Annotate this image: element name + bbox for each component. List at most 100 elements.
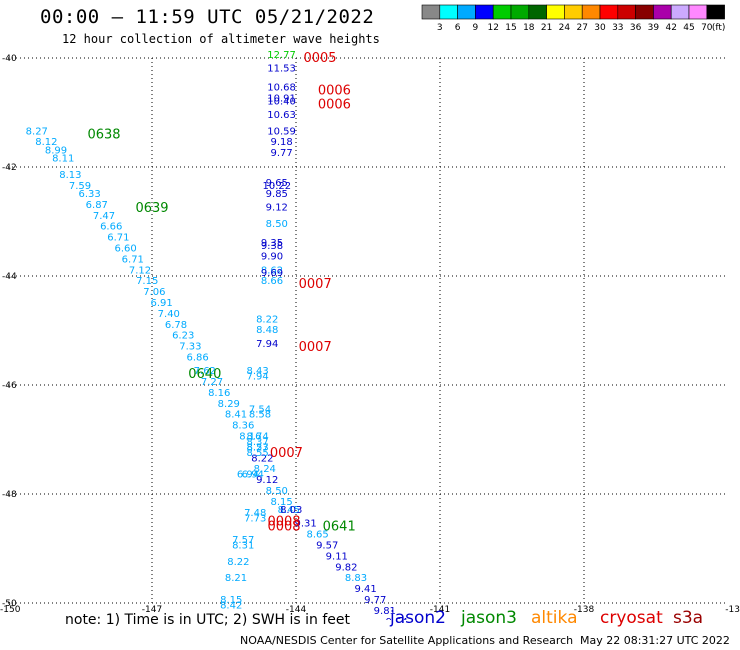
- swh-value-label: 6.33: [78, 189, 100, 200]
- swh-value-label: 6.78: [165, 320, 187, 331]
- swh-value-label: 9.31: [294, 519, 316, 530]
- swh-value-label: 8.03: [280, 505, 302, 516]
- swh-value-label: 7.47: [93, 211, 115, 222]
- swh-value-label: 8.42: [220, 600, 242, 611]
- swh-value-label: 7.73: [244, 513, 266, 524]
- scale-label: 42: [665, 23, 676, 33]
- swh-value-label: 7.15: [136, 276, 158, 287]
- legend-jason3: jason3: [461, 608, 517, 628]
- swh-value-label: 8.45: [278, 505, 300, 516]
- swh-value-label: 6.87: [86, 200, 108, 211]
- time-label: 0007: [270, 446, 303, 461]
- x-tick-label: -138: [574, 605, 595, 615]
- swh-value-label: 7.94: [246, 372, 268, 383]
- swh-value-label: 10.59: [267, 126, 296, 137]
- scale-label: 9: [473, 23, 479, 33]
- swh-value-label: 9.41: [354, 584, 376, 595]
- swh-value-label: 8.37: [246, 437, 268, 448]
- scale-label: 18: [523, 23, 535, 33]
- swh-value-label: 9.18: [270, 137, 292, 148]
- scale-label: 24: [559, 23, 571, 33]
- swh-value-label: 9.57: [316, 541, 338, 552]
- y-tick-label: -44: [2, 272, 17, 282]
- swh-value-label: 10.22: [262, 181, 291, 192]
- swh-value-label: 6.23: [172, 331, 194, 342]
- swh-value-label: 6.91: [150, 298, 172, 309]
- swh-value-label: 7.62: [194, 366, 216, 377]
- swh-value-label: 8.58: [249, 410, 271, 421]
- swh-value-label: 8.65: [306, 530, 328, 541]
- swh-value-label: 8.21: [225, 573, 247, 584]
- swh-value-label: 9.82: [335, 562, 357, 573]
- swh-value-label: 7.33: [179, 342, 201, 353]
- swh-value-label: 7.94: [256, 339, 278, 350]
- x-tick-label: -147: [142, 605, 162, 615]
- scale-label: 33: [612, 23, 623, 33]
- time-label: 0005: [303, 51, 336, 66]
- swh-value-label: 9.65: [266, 178, 288, 189]
- swh-value-label: 7.12: [129, 265, 151, 276]
- time-label: 0006: [318, 84, 351, 99]
- scale-label: 39: [648, 23, 660, 33]
- swh-value-label: 8.13: [59, 170, 81, 181]
- swh-value-label: 9.35: [261, 238, 283, 249]
- swh-value-label: 8.16: [239, 432, 261, 443]
- footer-credit: NOAA/NESDIS Center for Satellite Applica…: [240, 634, 574, 647]
- scale-label: 45: [683, 23, 694, 33]
- swh-value-label: 8.22: [256, 314, 278, 325]
- swh-value-label: 8.11: [52, 154, 74, 165]
- swh-value-label: 8.22: [251, 453, 273, 464]
- swh-value-label: 8.74: [246, 432, 268, 443]
- swh-value-label: 8.48: [256, 325, 278, 336]
- swh-value-label: 8.66: [261, 276, 283, 287]
- scale-swatch: [706, 4, 725, 20]
- time-label: 0007: [299, 340, 332, 355]
- swh-value-label: 8.41: [225, 410, 247, 421]
- swh-value-label: 8.50: [266, 219, 288, 230]
- time-label: 0641: [323, 520, 356, 535]
- swh-value-label: 8.83: [345, 573, 367, 584]
- time-label: 0640: [188, 367, 221, 382]
- swh-value-label: 12.77: [267, 50, 296, 61]
- swh-value-label: 7.48: [244, 508, 266, 519]
- swh-value-label: 8.55: [246, 448, 268, 459]
- swh-value-label: 8.15: [220, 595, 242, 606]
- swh-value-label: 9.77: [270, 148, 292, 159]
- y-tick-label: -48: [2, 490, 17, 500]
- x-tick-label: -150: [0, 605, 21, 615]
- swh-value-label: 8.31: [232, 541, 254, 552]
- swh-value-label: 8.16: [208, 388, 230, 399]
- swh-value-label: 7.27: [201, 377, 223, 388]
- chart-subtitle: 12 hour collection of altimeter wave hei…: [62, 32, 380, 46]
- scale-label: 36: [630, 23, 642, 33]
- swh-value-label: 8.23: [246, 442, 268, 453]
- swh-value-label: 6.94: [237, 470, 259, 481]
- swh-value-label: 8.50: [266, 486, 288, 497]
- swh-value-label: 7.59: [69, 181, 91, 192]
- time-label: 0639: [135, 201, 168, 216]
- footer-note: note: 1) Time is in UTC; 2) SWH is in fe…: [65, 612, 351, 628]
- swh-value-label: 6.86: [186, 352, 208, 363]
- y-tick-label: -42: [2, 163, 17, 173]
- scale-label: 12: [487, 23, 498, 33]
- swh-value-label: 9.38: [261, 241, 283, 252]
- wave-height-plot: -40 -42 -44 -46 -48 -50-150 -147 -144 -141 -138 -1…: [0, 50, 740, 620]
- swh-value-label: 9.54: [386, 617, 408, 620]
- swh-value-label: 8.62: [261, 265, 283, 276]
- swh-value-label: 8.36: [232, 421, 254, 432]
- y-tick-label: -46: [2, 381, 17, 391]
- chart-title: 00:00 – 11:59 UTC 05/21/2022: [40, 6, 375, 28]
- swh-value-label: 8.22: [227, 557, 249, 568]
- swh-value-label: 9.11: [326, 551, 348, 562]
- swh-value-label: 6.60: [114, 243, 136, 254]
- swh-value-label: 11.53: [267, 64, 296, 75]
- scale-label: 3: [437, 23, 443, 33]
- time-label: 0007: [299, 277, 332, 292]
- swh-value-label: 9.81: [374, 606, 396, 617]
- swh-value-label: 8.24: [254, 464, 276, 475]
- swh-value-label: 7.54: [249, 404, 271, 415]
- y-tick-label: -50: [2, 599, 17, 609]
- swh-value-label: 8.99: [45, 145, 67, 156]
- swh-value-label: 6.94: [242, 470, 264, 481]
- swh-value-label: 6.66: [100, 222, 122, 233]
